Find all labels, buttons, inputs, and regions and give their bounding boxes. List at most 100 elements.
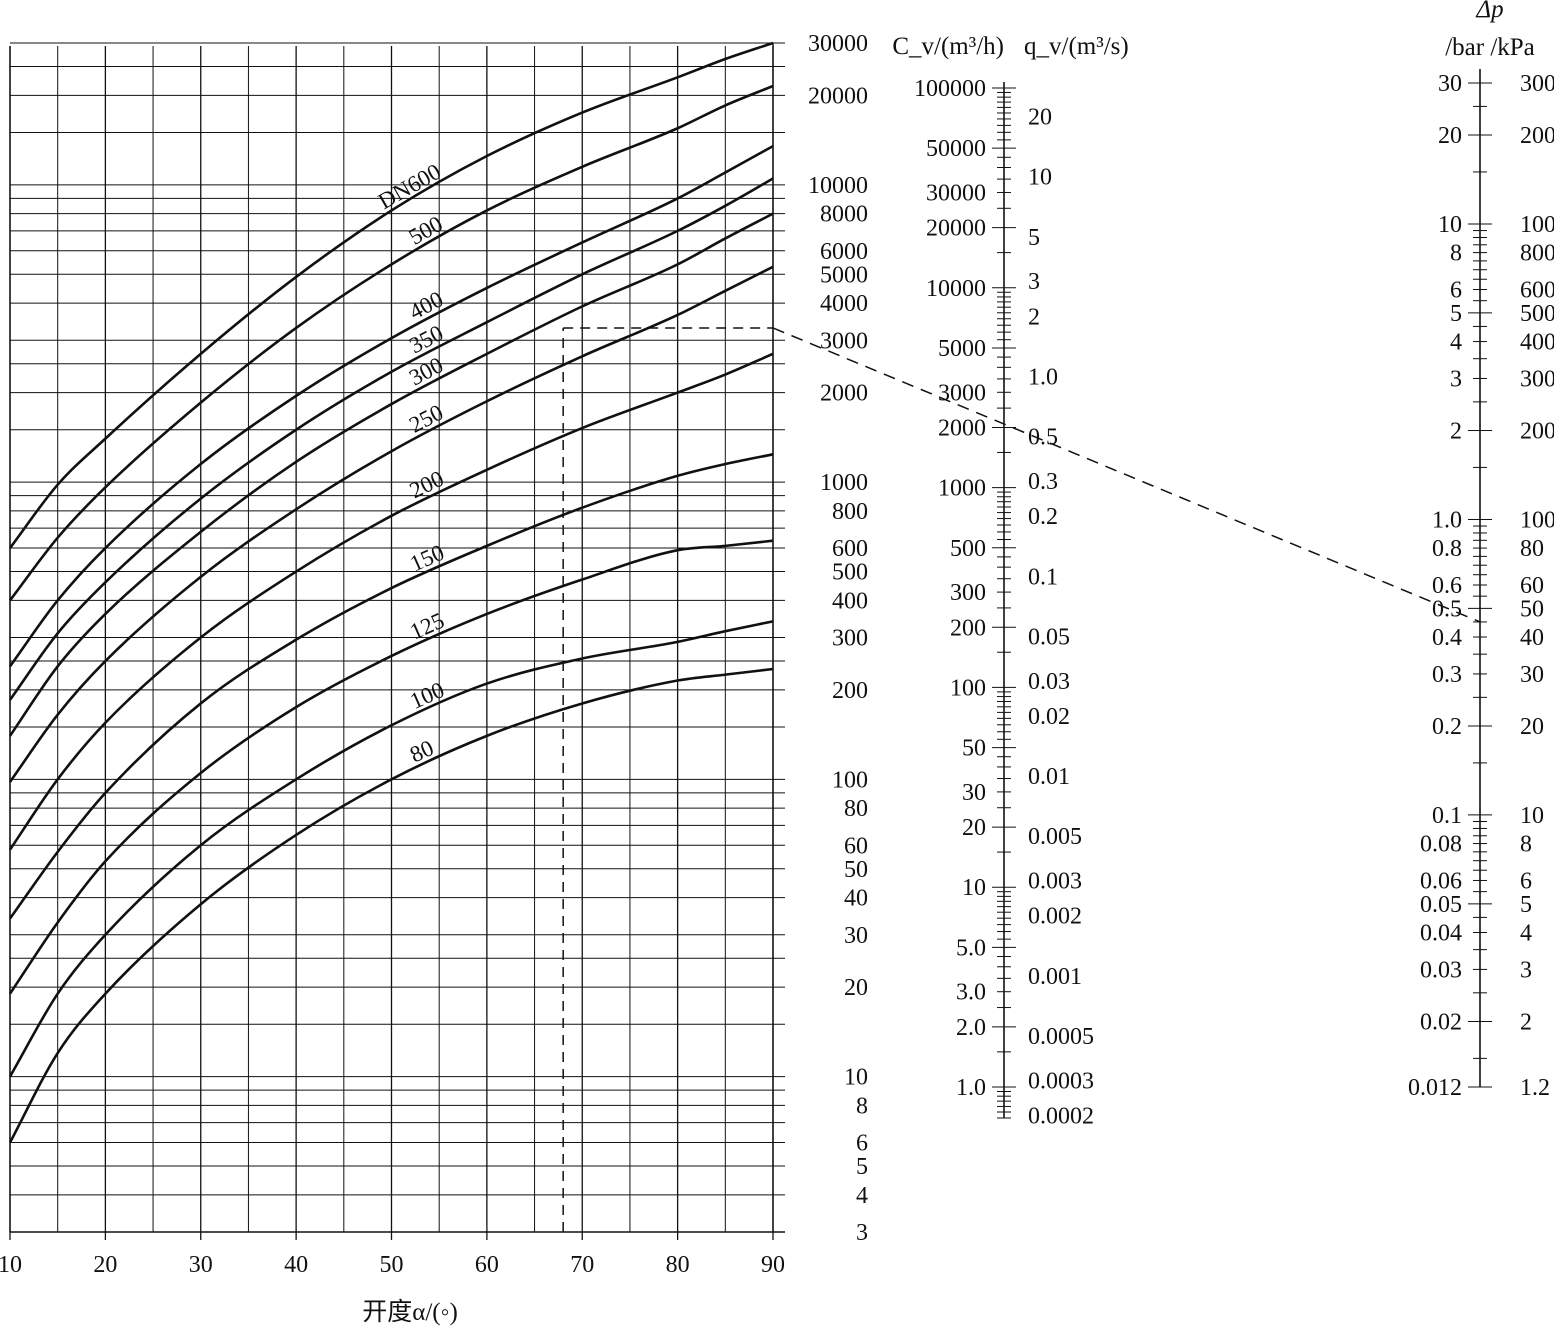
dp-bar-tick-label: 0.03 — [1420, 957, 1462, 983]
qv-tick-label: 1.0 — [1028, 364, 1058, 390]
dp-kpa-tick-label: 1.2 — [1520, 1075, 1550, 1101]
cv-tick-label: 50 — [962, 736, 986, 762]
curve-label-dn600: DN600 — [374, 159, 445, 214]
dp-kpa-tick-label: 50 — [1520, 596, 1544, 622]
x-tick-label: 70 — [570, 1252, 594, 1278]
cv-tick-label: 10000 — [926, 276, 986, 302]
cv-tick-label: 30000 — [926, 180, 986, 206]
qv-tick-label: 2 — [1028, 304, 1040, 330]
dp-kpa-tick-label: 80 — [1520, 536, 1544, 562]
dn-curves — [8, 41, 774, 1144]
y-tick-label: 60 — [844, 833, 868, 859]
dp-bar-tick-label: 0.02 — [1420, 1009, 1462, 1035]
y-tick-label: 5000 — [820, 262, 868, 288]
curve-label-125: 125 — [406, 608, 448, 645]
qv-tick-label: 0.005 — [1028, 824, 1082, 850]
qv-scale-title: q_v/(m³/s) — [1024, 33, 1129, 60]
dp-kpa-tick-label: 20 — [1520, 714, 1544, 740]
curve-label-400: 400 — [405, 286, 447, 324]
dp-bar-tick-label: 4 — [1450, 330, 1462, 356]
qv-tick-label: 0.0003 — [1028, 1068, 1094, 1094]
chart-labels: 10 20 30 40 50 60 70 80 90开度α/(◦)345681020304050… — [0, 31, 868, 1326]
dp-kpa-tick-label: 100 — [1520, 507, 1554, 533]
dp-bar-tick-label: 5 — [1450, 301, 1462, 327]
nomogram-scales: 100000 50000 30000 20000 10000 5000 3000 2000 10… — [892, 0, 1554, 1130]
y-tick-label: 8000 — [820, 202, 868, 228]
dp-bar-tick-label: 1.0 — [1432, 507, 1462, 533]
dp-kpa-tick-label: 600 — [1520, 278, 1554, 304]
qv-tick-label: 0.03 — [1028, 669, 1070, 695]
dp-bar-tick-label: 0.8 — [1432, 536, 1462, 562]
x-axis-title: 开度α/(◦) — [362, 1298, 458, 1326]
dp-kpa-tick-label: 500 — [1520, 301, 1554, 327]
dp-kpa-tick-label: 400 — [1520, 330, 1554, 356]
curve-80 — [8, 667, 774, 1144]
cv-tick-label: 30 — [962, 780, 986, 806]
x-tick-label: 30 — [189, 1252, 213, 1278]
x-tick-label: 20 — [93, 1252, 117, 1278]
qv-tick-label: 5 — [1028, 225, 1040, 251]
qv-tick-label: 0.5 — [1028, 425, 1058, 451]
x-tick-label: 90 — [761, 1252, 785, 1278]
cv-tick-label: 20 — [962, 815, 986, 841]
y-tick-label: 8 — [856, 1093, 868, 1119]
cv-tick-label: 50000 — [926, 136, 986, 162]
dp-bar-tick-label: 0.3 — [1432, 662, 1462, 688]
y-tick-label: 10 — [844, 1065, 868, 1091]
dp-bar-tick-label: 6 — [1450, 278, 1462, 304]
dp-bar-tick-label: 0.4 — [1432, 625, 1462, 651]
qv-tick-label: 0.003 — [1028, 869, 1082, 895]
dp-kpa-tick-label: 30 — [1520, 662, 1544, 688]
plot-grid — [9, 42, 785, 1240]
curve-dn600 — [8, 41, 774, 549]
cv-tick-label: 1000 — [938, 476, 986, 502]
y-tick-label: 40 — [844, 886, 868, 912]
dp-kpa-tick-label: 800 — [1520, 241, 1554, 267]
y-tick-label: 4000 — [820, 291, 868, 317]
qv-tick-label: 0.0002 — [1028, 1104, 1094, 1130]
qv-tick-label: 3 — [1028, 269, 1040, 295]
curve-label-100: 100 — [406, 677, 448, 714]
dp-bar-tick-label: 0.04 — [1420, 921, 1462, 947]
qv-tick-label: 0.02 — [1028, 704, 1070, 730]
curve-300 — [8, 212, 774, 737]
cv-tick-label: 20000 — [926, 216, 986, 242]
y-tick-label: 50 — [844, 857, 868, 883]
curve-label-80: 80 — [406, 735, 437, 767]
curve-250 — [8, 265, 774, 783]
cv-tick-label: 100 — [950, 675, 986, 701]
y-tick-label: 300 — [832, 626, 868, 652]
qv-tick-label: 0.001 — [1028, 964, 1082, 990]
cv-scale-title: C_v/(m³/h) — [892, 33, 1004, 60]
dp-kpa-tick-label: 40 — [1520, 625, 1544, 651]
curve-200 — [8, 352, 774, 851]
example-guide-lines — [562, 327, 1481, 1232]
cv-tick-label: 500 — [950, 536, 986, 562]
x-tick-label: 80 — [666, 1252, 690, 1278]
dp-bar-tick-label: 20 — [1438, 123, 1462, 149]
dp-bar-tick-label: 0.2 — [1432, 714, 1462, 740]
dp-kpa-tick-label: 3 — [1520, 957, 1532, 983]
y-tick-label: 6000 — [820, 239, 868, 265]
dp-kpa-tick-label: 3000 — [1520, 71, 1554, 97]
dp-scale-symbol: Δp — [1475, 0, 1503, 23]
y-tick-label: 2000 — [820, 381, 868, 407]
dp-bar-tick-label: 2 — [1450, 419, 1462, 445]
y-tick-label: 80 — [844, 796, 868, 822]
dp-bar-tick-label: 0.05 — [1420, 892, 1462, 918]
y-tick-label: 5 — [856, 1154, 868, 1180]
x-tick-label: 40 — [284, 1252, 308, 1278]
qv-tick-label: 20 — [1028, 105, 1052, 131]
y-tick-label: 3 — [856, 1220, 868, 1246]
qv-tick-label: 0.0005 — [1028, 1024, 1094, 1050]
dp-kpa-tick-label: 10 — [1520, 803, 1544, 829]
cv-tick-label: 5.0 — [956, 935, 986, 961]
qv-tick-label: 0.002 — [1028, 904, 1082, 930]
dp-bar-tick-label: 8 — [1450, 241, 1462, 267]
cv-tick-label: 3000 — [938, 380, 986, 406]
cv-tick-label: 10 — [962, 875, 986, 901]
y-tick-label: 1000 — [820, 470, 868, 496]
curve-125 — [8, 539, 774, 995]
y-tick-label: 500 — [832, 560, 868, 586]
